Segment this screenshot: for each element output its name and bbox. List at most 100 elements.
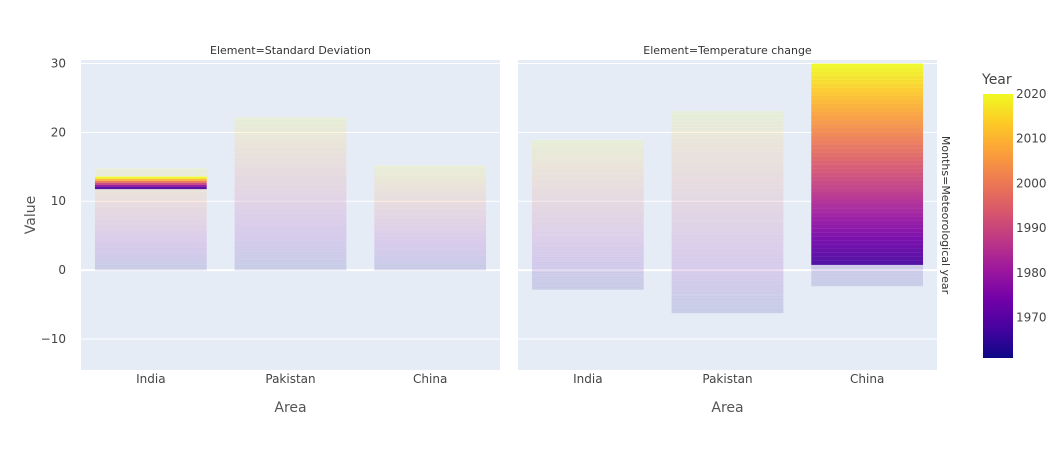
bar-layer [671, 124, 784, 129]
bar-layer [234, 157, 347, 161]
bar-layer [234, 196, 347, 200]
bar-layer [234, 198, 347, 202]
bar-layer [234, 201, 347, 205]
bar-layer [94, 205, 207, 208]
bar-layer [234, 185, 347, 189]
bar-highlight-layer [94, 180, 207, 183]
bar-layer [671, 181, 784, 186]
bar-layer [671, 168, 784, 172]
bar-layer [531, 252, 644, 255]
bar-layer [671, 275, 784, 280]
bar-layer [531, 242, 644, 245]
bar-layer [94, 190, 207, 193]
bar-layer [671, 164, 784, 169]
bar-layer [531, 234, 644, 238]
bar-highlight-layer [811, 63, 924, 68]
bar-highlight-layer [94, 184, 207, 188]
bar-layer [374, 217, 487, 220]
bar-highlight-layer [811, 204, 924, 209]
bar-layer [94, 210, 207, 213]
bar-layer [374, 224, 487, 227]
bar-layer [374, 172, 487, 175]
bar-layer [531, 169, 644, 173]
bar-layer [94, 244, 207, 247]
facet-title: Element=Temperature change [643, 44, 812, 57]
bar-highlight-layer [811, 240, 924, 245]
bar-highlight-layer [811, 192, 924, 197]
plot-background [81, 60, 500, 370]
y-tick-label: 30 [51, 56, 66, 70]
bar-layer [531, 204, 644, 208]
bar-highlight-layer [811, 236, 924, 241]
bar-layer [671, 158, 784, 162]
colorbar-gradient [983, 94, 1013, 358]
y-tick-label: −10 [41, 332, 66, 346]
bar-layer [234, 236, 347, 240]
bar-layer [531, 281, 644, 285]
bar-highlight-layer [811, 119, 924, 125]
bar-highlight-layer [811, 151, 924, 157]
bar-highlight-layer [94, 176, 207, 179]
bar-layer [811, 282, 924, 287]
bar-layer [94, 253, 207, 256]
bar-highlight-layer [811, 87, 924, 92]
bar-layer [671, 258, 784, 263]
bar-layer [234, 262, 347, 266]
bar-layer [531, 192, 644, 196]
bar-layer [374, 207, 487, 210]
bar-layer [531, 244, 644, 248]
bar-layer [94, 225, 207, 228]
bar-layer [671, 302, 784, 307]
bar-layer [94, 229, 207, 232]
bar-layer [531, 189, 644, 193]
bar-layer [671, 195, 784, 199]
bar-layer [531, 207, 644, 210]
bar-layer [671, 184, 784, 189]
bar-layer [671, 285, 784, 290]
bar-layer [374, 189, 487, 192]
bar-layer [671, 131, 784, 135]
bar-layer [374, 202, 487, 205]
facet-panel: Element=Standard Deviation India Pakistan C… [41, 44, 500, 416]
bar-layer [811, 278, 924, 283]
bar-layer [374, 257, 487, 260]
bar-layer [374, 210, 487, 213]
bar-layer [671, 117, 784, 122]
bar-pakistan [234, 116, 347, 271]
bar-highlight-layer [811, 131, 924, 137]
bar-layer [234, 122, 347, 126]
bar-layer [374, 233, 487, 236]
bar-highlight-layer [811, 95, 924, 100]
bar-layer [531, 261, 644, 265]
bar-layer [234, 239, 347, 243]
colorbar-tick-label: 2010 [1016, 132, 1047, 146]
bar-highlight-layer [811, 75, 924, 80]
bar-highlight-layer [811, 224, 924, 229]
bar-layer [671, 248, 784, 253]
bar-layer [374, 212, 487, 215]
bar-layer [234, 231, 347, 235]
facets-layer: Element=Standard Deviation India Pakistan C… [41, 44, 937, 416]
bar-highlight-layer [811, 155, 924, 161]
colorbar-tick-label: 1990 [1016, 221, 1047, 235]
bar-layer [671, 121, 784, 125]
bar-layer [531, 269, 644, 273]
bar-layer [94, 208, 207, 211]
bar-layer [94, 188, 207, 191]
bar-layer [94, 236, 207, 239]
bar-layer [94, 198, 207, 201]
bar-layer [531, 279, 644, 283]
x-axis-title: Area [274, 400, 306, 416]
bar-layer [234, 132, 347, 136]
bar-highlight-layer [811, 212, 924, 217]
bar-layer [374, 193, 487, 196]
bar-highlight-layer [811, 260, 924, 265]
bar-layer [374, 263, 487, 266]
bar-layer [374, 221, 487, 224]
bar-layer [671, 238, 784, 243]
bar-layer [671, 211, 784, 216]
bar-layer [671, 144, 784, 149]
bar-highlight-layer [811, 99, 924, 104]
bar-layer [671, 110, 784, 115]
bar-layer [531, 149, 644, 153]
